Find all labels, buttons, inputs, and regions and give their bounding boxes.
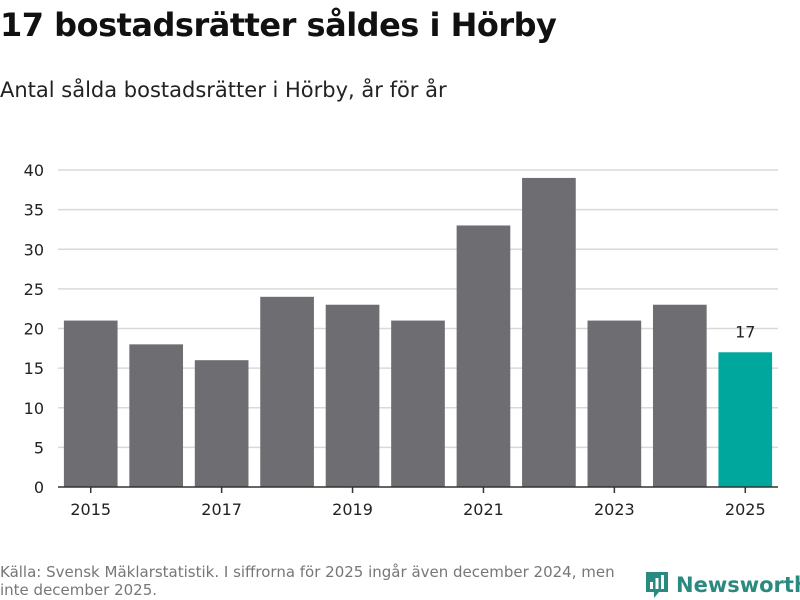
bar-2020 (391, 320, 445, 487)
y-tick-label: 30 (24, 240, 44, 259)
bar-2016 (129, 344, 184, 487)
x-tick-label: 2015 (70, 500, 111, 519)
y-tick-label: 5 (34, 438, 44, 457)
data-label: 17 (735, 322, 755, 341)
x-tick-label: 2025 (725, 500, 766, 519)
y-tick-label: 10 (24, 399, 44, 418)
y-tick-label: 20 (24, 320, 44, 339)
x-tick-label: 2019 (332, 500, 373, 519)
bar-2022 (522, 177, 576, 488)
newsworthy-logo-icon (646, 572, 668, 598)
bar-2025 (718, 352, 773, 487)
y-tick-label: 40 (24, 161, 44, 180)
bar-2021 (456, 225, 511, 487)
x-tick-label: 2021 (463, 500, 504, 519)
x-tick-label: 2023 (594, 500, 635, 519)
bar-2023 (587, 320, 642, 487)
chart-title: 17 bostadsrätter såldes i Hörby (0, 6, 557, 44)
bar-2018 (260, 296, 314, 487)
bar-2024 (652, 304, 707, 487)
bar-2017 (194, 360, 249, 487)
bar-2019 (325, 304, 380, 487)
newsworthy-logo: Newsworthy (644, 570, 800, 600)
y-tick-label: 0 (34, 478, 44, 497)
bar-2015 (63, 320, 118, 487)
y-tick-label: 25 (24, 280, 44, 299)
y-tick-label: 15 (24, 359, 44, 378)
logo-text: Newsworthy (676, 573, 800, 597)
source-note: Källa: Svensk Mäklarstatistik. I siffror… (0, 563, 615, 599)
x-tick-label: 2017 (201, 500, 242, 519)
chart-subtitle: Antal sålda bostadsrätter i Hörby, år fö… (0, 78, 447, 102)
y-tick-label: 35 (24, 201, 44, 220)
